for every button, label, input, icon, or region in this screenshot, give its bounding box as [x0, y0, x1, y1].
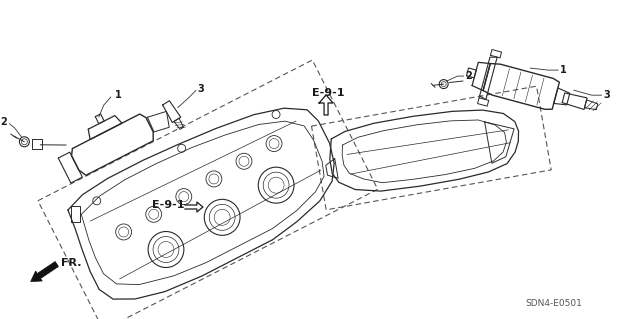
- Text: 2: 2: [465, 71, 472, 81]
- Text: FR.: FR.: [61, 258, 81, 268]
- Text: 1: 1: [115, 90, 122, 100]
- Text: 2: 2: [1, 117, 8, 127]
- Text: E-9-1: E-9-1: [312, 88, 344, 98]
- Text: SDN4-E0501: SDN4-E0501: [525, 300, 582, 308]
- Text: E-9-1: E-9-1: [152, 200, 184, 210]
- Text: 3: 3: [604, 90, 611, 100]
- Text: 3: 3: [198, 84, 205, 93]
- Text: 1: 1: [560, 65, 567, 75]
- FancyArrow shape: [31, 262, 58, 282]
